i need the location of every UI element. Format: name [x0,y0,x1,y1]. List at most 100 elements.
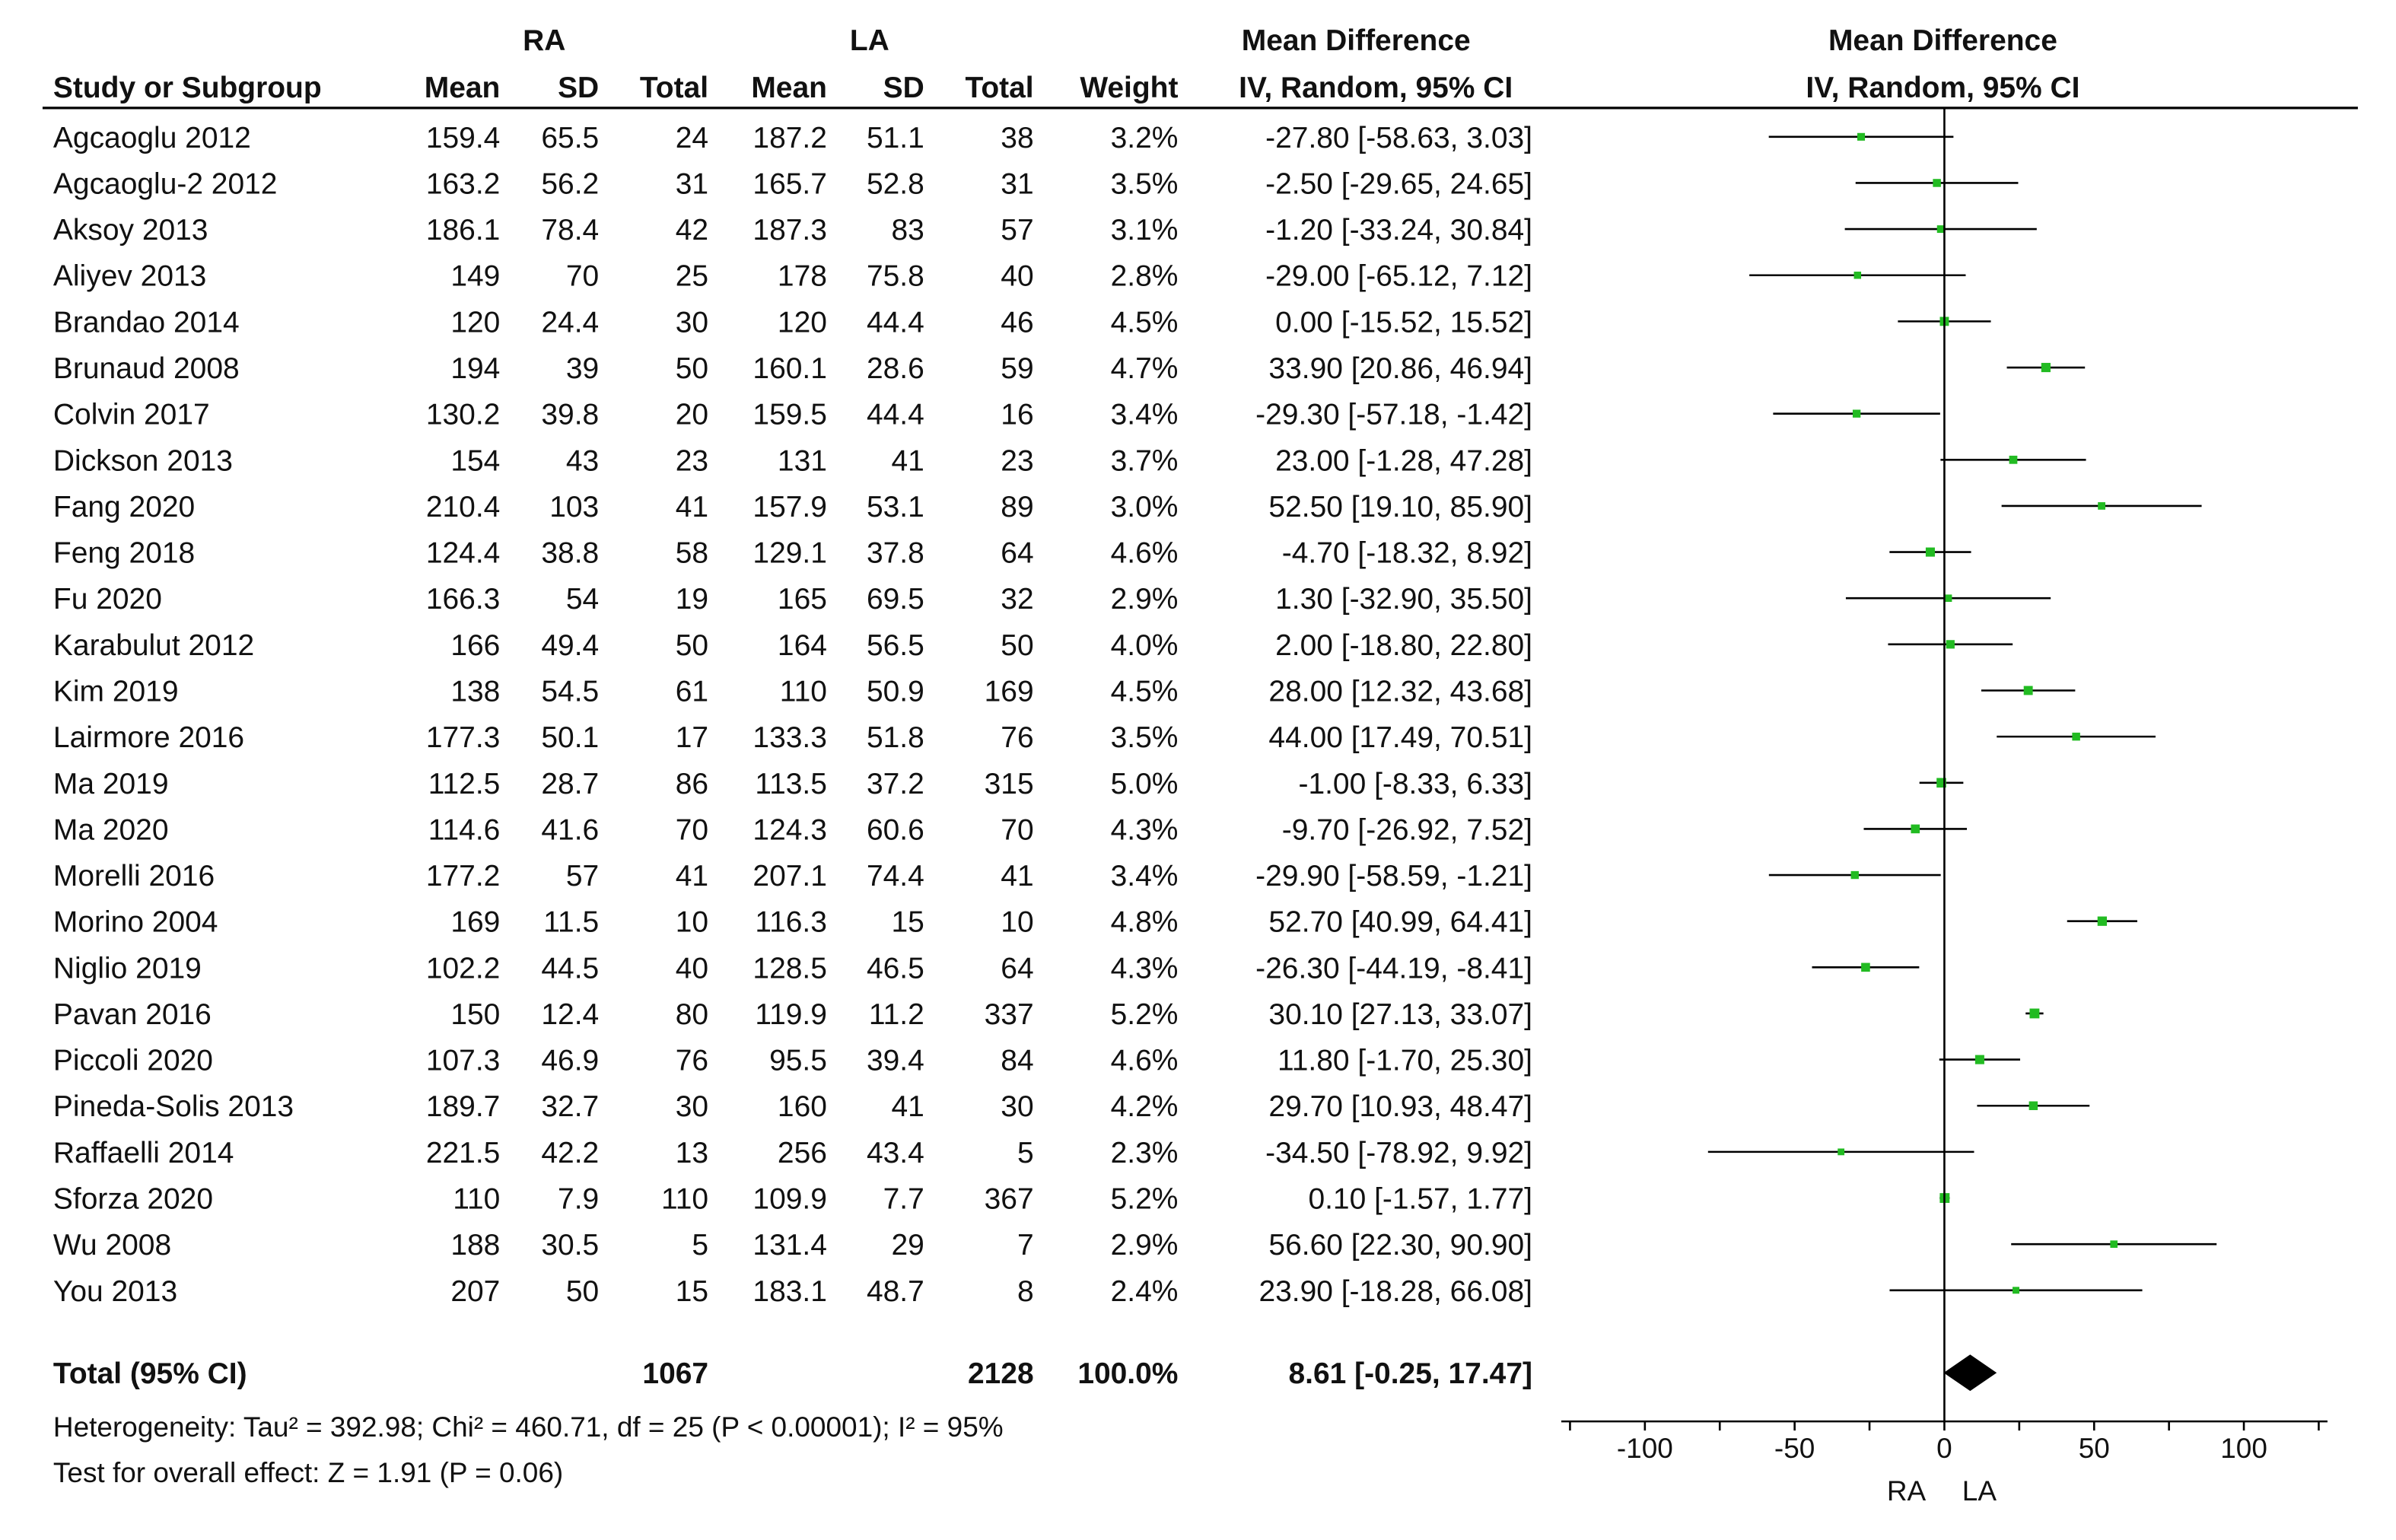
study-name: Feng 2018 [53,537,195,570]
la-mean: 160.1 [753,352,826,385]
weight: 4.7% [1111,352,1179,385]
la-total: 315 [985,768,1034,800]
ra-mean: 159.4 [426,122,500,154]
table-row: Niglio 2019 102.2 44.5 40 128.5 46.5 64 4.3% -26… [53,952,1532,985]
study-name: Pavan 2016 [53,998,212,1031]
weight: 5.2% [1111,1183,1179,1216]
ra-mean: 221.5 [426,1137,500,1169]
study-rows: Agcaoglu 2012 159.4 65.5 24 187.2 51.1 38 3.2% -… [53,122,1532,1308]
la-total: 64 [1001,952,1033,985]
ra-mean: 210.4 [426,491,500,523]
ci-text: 11.80 [-1.70, 25.30] [1278,1045,1532,1077]
effect-point [1925,547,1935,557]
la-mean: 131 [778,444,827,477]
ra-mean: 107.3 [426,1045,500,1077]
ra-mean: 130.2 [426,399,500,431]
header-group-la: LA [850,24,889,57]
la-mean: 133.3 [753,721,826,754]
effect-point [1857,132,1866,141]
effect-point [2029,1008,2040,1019]
la-total: 367 [985,1183,1034,1216]
effect-point [1852,409,1861,418]
ra-mean: 124.4 [426,537,500,570]
study-name: Morelli 2016 [53,860,215,892]
ra-mean: 154 [450,444,500,477]
la-sd: 39.4 [867,1045,924,1077]
ci-text: -1.00 [-8.33, 6.33] [1298,768,1532,800]
ra-total: 70 [676,813,708,846]
ra-sd: 11.5 [543,906,599,939]
ra-total: 17 [676,721,708,754]
study-name: Aliyev 2013 [53,260,206,293]
total-ra-count: 1067 [642,1357,708,1390]
la-total: 40 [1001,260,1033,293]
table-row: Piccoli 2020 107.3 46.9 76 95.5 39.4 84 4.6% 11.… [53,1045,1532,1077]
weight: 3.2% [1111,122,1179,154]
ra-sd: 39 [566,352,599,385]
ci-text: -2.50 [-29.65, 24.65] [1265,167,1532,200]
la-sd: 83 [891,214,924,247]
study-mark [1768,870,1941,880]
la-mean: 164 [778,629,827,662]
ra-mean: 186.1 [426,214,500,247]
table-row: Raffaelli 2014 221.5 42.2 13 256 43.4 5 2.3% -34… [53,1137,1532,1169]
header-la-mean: Mean [751,72,827,104]
tick-label: 100 [2220,1433,2267,1464]
table-row: Lairmore 2016 177.3 50.1 17 133.3 51.8 76 3.5% 4… [53,721,1532,754]
study-mark [2025,1008,2044,1019]
table-row: Fu 2020 166.3 54 19 165 69.5 32 2.9% 1.30 [-32.9… [53,583,1532,616]
axis-label-ra: RA [1887,1475,1927,1507]
weight: 4.3% [1111,952,1179,985]
ra-total: 15 [676,1275,708,1308]
table-row: Agcaoglu 2012 159.4 65.5 24 187.2 51.1 38 3.2% -… [53,122,1532,154]
study-name: Lairmore 2016 [53,721,244,754]
study-name: Fu 2020 [53,583,162,616]
table-row: Colvin 2017 130.2 39.8 20 159.5 44.4 16 3.4% -29… [53,399,1532,431]
la-total: 7 [1017,1229,1034,1262]
ra-mean: 188 [450,1229,500,1262]
table-row: Brandao 2014 120 24.4 30 120 44.4 46 4.5% 0.00 [… [53,306,1532,339]
table-row: Ma 2020 114.6 41.6 70 124.3 60.6 70 4.3% -9.70 [… [53,813,1532,846]
total-label: Total (95% CI) [53,1357,247,1390]
la-total: 76 [1001,721,1033,754]
la-sd: 44.4 [867,399,924,431]
la-sd: 37.8 [867,537,924,570]
study-mark [1749,271,1966,279]
weight: 3.5% [1111,721,1179,754]
ra-mean: 166 [450,629,500,662]
weight: 4.5% [1111,306,1179,339]
effect-point [1944,594,1952,603]
ra-mean: 163.2 [426,167,500,200]
la-mean: 157.9 [753,491,826,523]
study-mark [1919,778,1964,788]
la-total: 50 [1001,629,1033,662]
ci-text: -26.30 [-44.19, -8.41] [1255,952,1532,985]
table-row: Aliyev 2013 149 70 25 178 75.8 40 2.8% -29.00 [-… [53,260,1532,293]
table-row: Wu 2008 188 30.5 5 131.4 29 7 2.9% 56.60 [22.30,… [53,1229,1532,1262]
ra-mean: 177.3 [426,721,500,754]
ci-text: -29.30 [-57.18, -1.42] [1255,399,1532,431]
table-row: Ma 2019 112.5 28.7 86 113.5 37.2 315 5.0% -1.00 … [53,768,1532,800]
weight: 5.2% [1111,998,1179,1031]
la-mean: 131.4 [753,1229,826,1262]
ra-total: 41 [676,491,708,523]
table-row: Pineda-Solis 2013 189.7 32.7 30 160 41 30 4.2% 2… [53,1090,1532,1123]
ra-mean: 138 [450,675,500,708]
ra-sd: 28.7 [541,768,599,800]
study-mark [1889,547,1971,557]
study-mark [1773,409,1940,418]
ci-text: 52.50 [19.10, 85.90] [1268,491,1532,523]
study-name: Niglio 2019 [53,952,202,985]
heterogeneity-text: Heterogeneity: Tau² = 392.98; Chi² = 460… [53,1411,1004,1443]
la-mean: 109.9 [753,1183,826,1216]
study-name: Morino 2004 [53,906,218,939]
study-name: Kim 2019 [53,675,179,708]
effect-point [2023,686,2033,695]
total-ci-text: 8.61 [-0.25, 17.47] [1288,1357,1532,1390]
la-mean: 183.1 [753,1275,826,1308]
la-sd: 56.5 [867,629,924,662]
total-weight: 100.0% [1077,1357,1178,1390]
study-mark [2011,1240,2217,1248]
effect-point [2072,732,2080,741]
effect-point [1936,225,1945,234]
